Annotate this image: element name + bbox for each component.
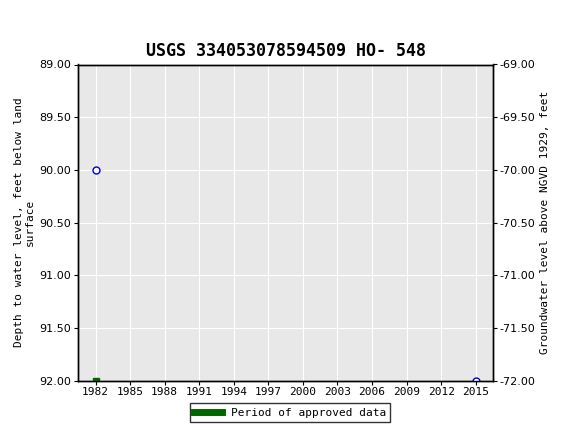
Legend: Period of approved data: Period of approved data (190, 403, 390, 422)
FancyBboxPatch shape (2, 2, 39, 38)
Y-axis label: Depth to water level, feet below land
surface: Depth to water level, feet below land su… (14, 98, 35, 347)
Title: USGS 334053078594509 HO- 548: USGS 334053078594509 HO- 548 (146, 42, 426, 60)
Y-axis label: Groundwater level above NGVD 1929, feet: Groundwater level above NGVD 1929, feet (540, 91, 550, 354)
Text: ≡USGS: ≡USGS (3, 10, 79, 30)
